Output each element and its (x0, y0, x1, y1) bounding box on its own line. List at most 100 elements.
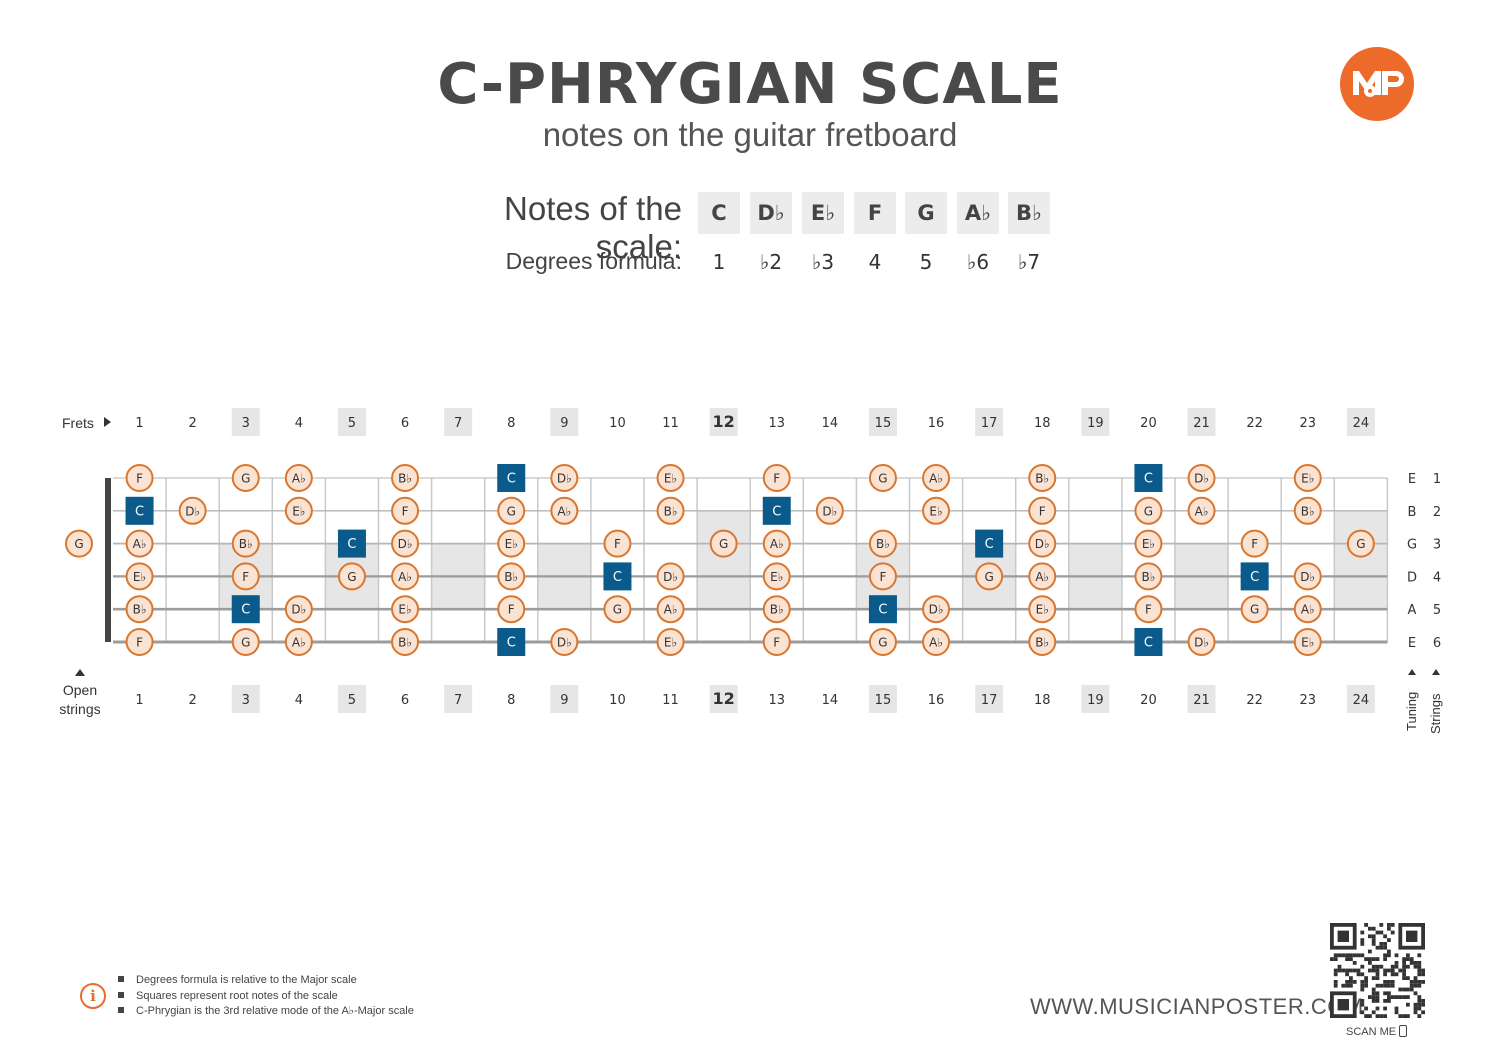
fret-number-bottom: 6 (401, 693, 409, 708)
note-label: D♭ (1194, 636, 1209, 650)
qr-module (1421, 999, 1425, 1003)
note-marker (975, 562, 1004, 591)
qr-module (1375, 957, 1380, 961)
fret-number-top: 23 (1299, 416, 1316, 431)
qr-module (1417, 999, 1422, 1003)
qr-module (1413, 1010, 1418, 1015)
note-label: F (879, 570, 886, 584)
qr-module (1345, 983, 1349, 988)
note-label: B♭ (1141, 570, 1155, 584)
note-label: E♭ (1142, 537, 1155, 551)
qr-module (1413, 980, 1418, 984)
string-tuning-label: E (1408, 636, 1416, 651)
qr-module (1402, 968, 1406, 973)
qr-module (1379, 942, 1384, 946)
fret-number-highlight (1346, 685, 1375, 713)
qr-module (1387, 995, 1391, 999)
string-number-label: 1 (1433, 472, 1441, 487)
qr-module (1375, 976, 1380, 980)
qr-module (1356, 972, 1361, 977)
musicianposter-logo-icon[interactable] (1340, 47, 1414, 121)
info-icon: i (80, 983, 106, 1009)
note-label: B♭ (133, 603, 147, 617)
note-marker (1240, 529, 1269, 558)
qr-module (1333, 972, 1338, 977)
fret-number-highlight (444, 408, 473, 436)
qr-module (1390, 983, 1395, 988)
qr-module (1394, 1006, 1399, 1011)
note-label: B♭ (504, 570, 518, 584)
note-marker (231, 529, 260, 558)
scale-note: D♭ (750, 192, 792, 234)
fret-number-bottom: 24 (1353, 693, 1370, 708)
scale-note: B♭ (1008, 192, 1050, 234)
note-label: E♭ (398, 603, 411, 617)
note-label: F (773, 636, 780, 650)
note-marker (922, 628, 951, 656)
note-label: E♭ (505, 537, 518, 551)
qr-module (1371, 964, 1376, 969)
qr-module (1394, 953, 1399, 958)
website-link[interactable]: WWW.MUSICIANPOSTER.COM (1030, 994, 1364, 1019)
footnote-item: Degrees formula is relative to the Major… (118, 973, 414, 989)
note-label: A♭ (292, 636, 306, 650)
fret-number-highlight (550, 685, 579, 713)
scale-note: A♭ (957, 192, 999, 234)
qr-module (1413, 964, 1418, 969)
fret-inlay-marker (1334, 510, 1388, 610)
qr-module (1406, 995, 1410, 999)
fret-number-bottom: 12 (713, 689, 735, 708)
qr-module (1345, 968, 1349, 973)
note-marker (603, 529, 632, 558)
string-tuning-label: E (1408, 472, 1416, 487)
qr-module (1417, 961, 1422, 965)
qr-module (1390, 964, 1395, 969)
string-number-label: 2 (1433, 505, 1441, 520)
qr-module (1390, 972, 1395, 977)
qr-module (1417, 972, 1422, 977)
qr-module (1333, 983, 1338, 988)
fret-number-bottom: 14 (822, 693, 839, 708)
fret-number-top: 8 (507, 416, 515, 431)
note-marker (762, 464, 791, 492)
qr-module (1345, 957, 1349, 961)
qr-module (1398, 1014, 1403, 1018)
note-label: A♭ (1035, 570, 1049, 584)
fret-number-highlight (550, 408, 579, 436)
fret-number-top: 20 (1140, 416, 1157, 431)
open-label-line2: strings (59, 701, 101, 717)
qr-module (1417, 1006, 1422, 1011)
qr-module (1402, 976, 1406, 980)
note-marker (1293, 562, 1322, 591)
qr-module (1360, 983, 1365, 988)
note-label: E♭ (664, 636, 677, 650)
fret-number-bottom: 7 (454, 693, 462, 708)
fret-number-bottom: 2 (189, 693, 197, 708)
qr-module (1368, 961, 1372, 965)
note-marker (391, 529, 420, 558)
note-marker (1028, 529, 1057, 558)
note-marker (391, 562, 420, 591)
root-note-label: C (507, 472, 516, 487)
note-label: G (507, 504, 516, 518)
fret-number-bottom: 21 (1193, 693, 1210, 708)
fret-number-top: 19 (1087, 416, 1104, 431)
note-label: B♭ (1035, 636, 1049, 650)
string-tuning-label: G (1407, 538, 1417, 553)
root-note-square (762, 496, 791, 525)
qr-code-icon[interactable] (1330, 923, 1425, 1018)
qr-module (1413, 961, 1418, 965)
qr-module (1390, 968, 1395, 973)
root-note-label: C (135, 504, 144, 519)
fret-number-bottom: 18 (1034, 693, 1051, 708)
note-label: G (241, 472, 250, 486)
fret-number-top: 22 (1246, 416, 1263, 431)
note-marker (178, 496, 207, 525)
qr-module (1413, 976, 1418, 980)
note-marker (391, 496, 420, 525)
fret-number-top: 16 (928, 416, 945, 431)
fret-number-highlight (975, 685, 1004, 713)
qr-module (1360, 987, 1365, 992)
string-tuning-label: D (1407, 570, 1417, 585)
note-marker (1240, 595, 1269, 624)
